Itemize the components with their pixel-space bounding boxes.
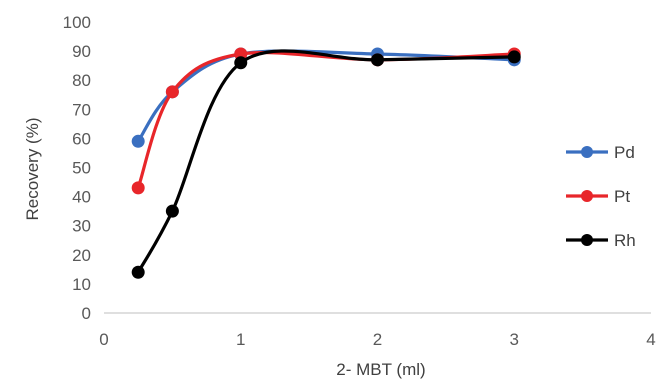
legend-label: Rh [614,231,636,250]
x-axis-title: 2- MBT (ml) [336,360,425,379]
legend-entry-rh: Rh [566,231,636,250]
data-point-rh [371,53,384,67]
x-tick-label: 0 [99,330,108,349]
data-point-rh [234,56,248,70]
y-tick-label: 90 [72,42,91,61]
x-tick-label: 4 [646,330,655,349]
legend-entry-pd: Pd [566,143,635,162]
series-layer [131,47,521,279]
x-tick-label: 1 [236,330,245,349]
x-tick-label: 3 [510,330,519,349]
series-line-pd [136,49,516,143]
data-point-pt [131,181,145,195]
y-tick-label: 30 [72,217,91,236]
series-rh [131,49,521,279]
y-tick-label: 60 [72,129,91,148]
legend-swatch-marker [581,146,593,158]
legend: Pd Pt Rh [566,143,636,250]
y-tick-label: 40 [72,188,91,207]
y-tick-label: 80 [72,71,91,90]
legend-label: Pt [614,187,630,206]
axes: 0 10 20 30 40 50 60 70 80 90 100 0 1 2 3 4 [63,13,656,349]
data-point-rh [131,265,145,279]
series-pd [131,47,521,148]
y-axis-title: Recovery (%) [23,118,42,221]
legend-entry-pt: Pt [566,187,630,206]
series-line-rh [136,49,516,274]
legend-swatch-marker [581,190,593,202]
legend-label: Pd [614,143,635,162]
y-tick-label: 0 [82,304,91,323]
data-point-pd [131,134,145,148]
x-tick-label: 2 [373,330,382,349]
data-point-rh [165,204,179,218]
legend-swatch-marker [581,234,593,246]
data-point-rh [507,50,521,64]
y-tick-label: 10 [72,275,91,294]
y-tick-label: 100 [63,13,91,32]
y-tick-label: 50 [72,159,91,178]
data-point-pt [165,85,179,99]
y-tick-label: 20 [72,246,91,265]
y-tick-label: 70 [72,100,91,119]
series-pt [131,47,521,195]
